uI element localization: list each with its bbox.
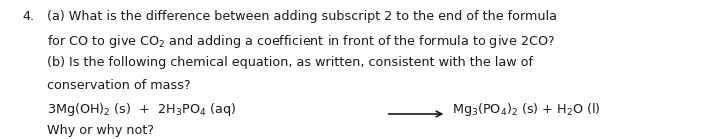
Text: conservation of mass?: conservation of mass? [47,79,190,92]
Text: (b) Is the following chemical equation, as written, consistent with the law of: (b) Is the following chemical equation, … [47,56,533,69]
Text: (a) What is the difference between adding subscript 2 to the end of the formula: (a) What is the difference between addin… [47,10,557,23]
Text: for CO to give CO$_2$ and adding a coefficient in front of the formula to give 2: for CO to give CO$_2$ and adding a coeff… [47,33,554,50]
Text: 4.: 4. [22,10,35,23]
Text: Why or why not?: Why or why not? [47,124,154,137]
Text: 3Mg(OH)$_2$ (s)  +  2H$_3$PO$_4$ (aq): 3Mg(OH)$_2$ (s) + 2H$_3$PO$_4$ (aq) [47,101,235,118]
Text: Mg$_3$(PO$_4$)$_2$ (s) + H$_2$O (l): Mg$_3$(PO$_4$)$_2$ (s) + H$_2$O (l) [452,101,601,118]
